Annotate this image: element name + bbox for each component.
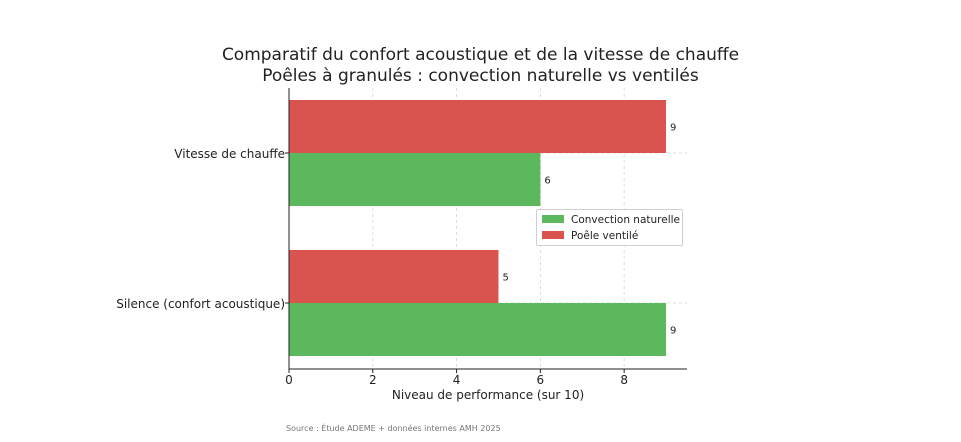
x-tick-label: 6 (537, 373, 545, 387)
chart-legend: Convection naturelle Poêle ventilé (536, 209, 683, 246)
bar-ventile-1 (289, 250, 499, 303)
data-label-ventile-1: 5 (502, 273, 508, 284)
x-axis-label: Niveau de performance (sur 10) (392, 388, 584, 402)
source-note: Source : Étude ADEME + données internes … (286, 424, 501, 433)
bar-convection-0 (289, 153, 541, 206)
legend-label-convection: Convection naturelle (571, 214, 681, 226)
data-label-ventile-0: 9 (670, 123, 676, 134)
y-tick-label-1: Silence (confort acoustique) (116, 297, 285, 311)
x-tick-label: 4 (453, 373, 461, 387)
x-tick-label: 0 (285, 373, 293, 387)
legend-item-convection: Convection naturelle (542, 213, 680, 227)
legend-swatch-ventile (542, 231, 564, 239)
bar-ventile-0 (289, 100, 667, 153)
data-label-convection-1: 9 (670, 326, 676, 337)
x-tick-label: 8 (620, 373, 628, 387)
chart-title-line2: Poêles à granulés : convection naturelle… (262, 66, 699, 86)
legend-label-ventile: Poêle ventilé (571, 230, 639, 242)
legend-item-ventile: Poêle ventilé (542, 229, 638, 243)
data-label-convection-0: 6 (544, 176, 550, 187)
legend-swatch-convection (542, 215, 564, 223)
x-tick-label: 2 (369, 373, 377, 387)
bar-convection-1 (289, 303, 667, 356)
y-tick-label-0: Vitesse de chauffe (174, 147, 285, 161)
chart-title-line1: Comparatif du confort acoustique et de l… (221, 45, 740, 65)
